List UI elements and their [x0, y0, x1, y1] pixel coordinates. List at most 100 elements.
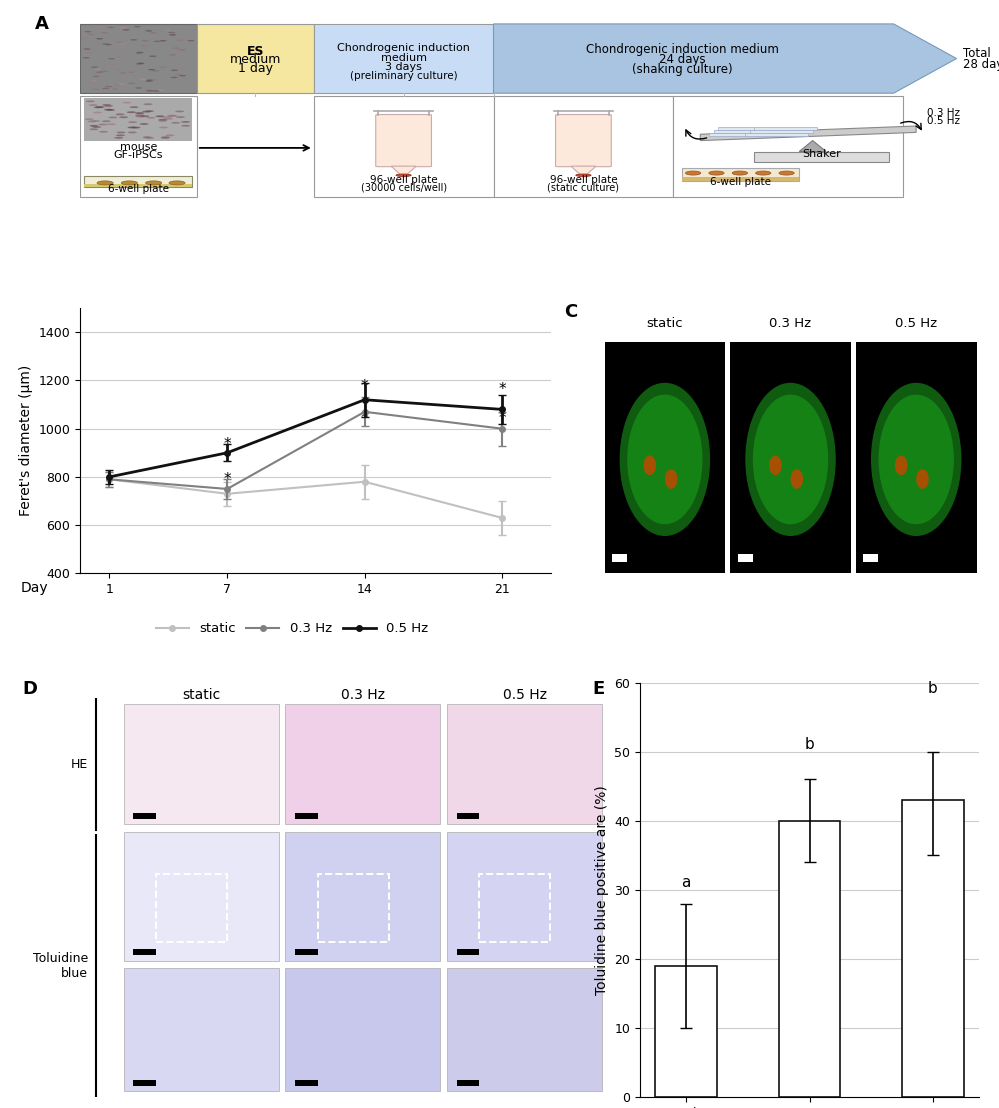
Circle shape — [169, 115, 178, 116]
Circle shape — [108, 58, 115, 60]
Circle shape — [153, 41, 161, 42]
Circle shape — [119, 116, 128, 119]
Circle shape — [128, 126, 137, 129]
Circle shape — [106, 85, 113, 88]
Circle shape — [85, 52, 93, 53]
Circle shape — [102, 104, 111, 105]
Text: *: * — [499, 411, 505, 427]
Text: 0.5 Hz: 0.5 Hz — [895, 317, 937, 330]
Circle shape — [119, 43, 126, 44]
Text: Chondrogenic induction medium: Chondrogenic induction medium — [585, 43, 779, 55]
Text: (30000 cells/well): (30000 cells/well) — [361, 183, 447, 193]
Bar — [778, 821, 840, 1097]
Circle shape — [171, 122, 180, 124]
Circle shape — [136, 52, 144, 53]
FancyBboxPatch shape — [286, 705, 441, 824]
FancyBboxPatch shape — [295, 950, 318, 955]
Circle shape — [135, 115, 144, 116]
Circle shape — [132, 126, 141, 129]
Circle shape — [108, 116, 117, 119]
Circle shape — [143, 136, 152, 138]
Text: static: static — [646, 317, 683, 330]
Ellipse shape — [643, 455, 656, 475]
Circle shape — [101, 32, 108, 33]
Circle shape — [167, 115, 176, 116]
Circle shape — [92, 126, 101, 129]
FancyBboxPatch shape — [124, 832, 279, 961]
Circle shape — [145, 110, 154, 112]
Circle shape — [181, 121, 190, 123]
Y-axis label: Feret's diameter (μm): Feret's diameter (μm) — [19, 366, 33, 516]
Circle shape — [164, 117, 173, 120]
Ellipse shape — [790, 469, 803, 489]
Circle shape — [135, 88, 142, 89]
FancyBboxPatch shape — [295, 1080, 318, 1086]
Circle shape — [94, 69, 101, 70]
Circle shape — [85, 119, 94, 120]
Circle shape — [147, 117, 156, 119]
Circle shape — [84, 49, 91, 50]
Circle shape — [99, 124, 108, 125]
Circle shape — [93, 89, 100, 90]
Circle shape — [107, 84, 114, 86]
Circle shape — [85, 31, 92, 32]
Circle shape — [160, 66, 167, 68]
Circle shape — [120, 83, 127, 84]
Circle shape — [94, 44, 101, 45]
Circle shape — [89, 104, 98, 106]
Text: 28 days: 28 days — [963, 59, 999, 71]
Text: A: A — [35, 14, 49, 33]
Circle shape — [135, 53, 142, 54]
Circle shape — [140, 115, 149, 117]
Circle shape — [94, 106, 103, 109]
Circle shape — [128, 72, 135, 73]
FancyBboxPatch shape — [84, 98, 192, 141]
Circle shape — [114, 84, 121, 85]
Ellipse shape — [732, 171, 747, 175]
Circle shape — [91, 120, 100, 122]
Polygon shape — [799, 141, 826, 152]
FancyBboxPatch shape — [124, 968, 279, 1091]
FancyBboxPatch shape — [737, 554, 753, 562]
Ellipse shape — [627, 394, 702, 524]
Ellipse shape — [169, 181, 185, 185]
Circle shape — [89, 125, 98, 126]
Circle shape — [118, 83, 125, 84]
FancyBboxPatch shape — [133, 950, 156, 955]
FancyBboxPatch shape — [682, 177, 799, 181]
Circle shape — [140, 123, 149, 125]
Text: 1 day: 1 day — [238, 62, 273, 75]
Text: (preliminary culture): (preliminary culture) — [350, 71, 458, 81]
Circle shape — [177, 49, 184, 51]
FancyBboxPatch shape — [604, 341, 725, 573]
Polygon shape — [570, 166, 596, 177]
Circle shape — [153, 91, 160, 92]
FancyBboxPatch shape — [673, 96, 902, 197]
Text: 3 days: 3 days — [386, 62, 422, 72]
Circle shape — [171, 76, 178, 79]
Text: Total: Total — [963, 48, 991, 61]
Text: static: static — [182, 688, 221, 702]
FancyBboxPatch shape — [457, 1080, 480, 1086]
FancyBboxPatch shape — [376, 114, 432, 166]
Circle shape — [112, 89, 119, 90]
Text: Chondrogenic induction: Chondrogenic induction — [337, 42, 471, 52]
Text: mouse: mouse — [120, 142, 157, 152]
Circle shape — [116, 57, 123, 58]
Ellipse shape — [779, 171, 794, 175]
Circle shape — [127, 111, 136, 113]
Circle shape — [104, 105, 113, 106]
Circle shape — [83, 57, 90, 59]
Text: Shaker: Shaker — [802, 148, 841, 158]
Ellipse shape — [685, 171, 700, 175]
Text: *: * — [361, 379, 369, 393]
Ellipse shape — [916, 469, 929, 489]
Circle shape — [169, 34, 176, 35]
Circle shape — [176, 116, 185, 117]
Circle shape — [158, 120, 167, 122]
Circle shape — [140, 45, 147, 47]
Circle shape — [102, 43, 109, 44]
Circle shape — [116, 134, 125, 136]
Circle shape — [135, 113, 144, 115]
Text: 0.5 Hz: 0.5 Hz — [502, 688, 546, 702]
